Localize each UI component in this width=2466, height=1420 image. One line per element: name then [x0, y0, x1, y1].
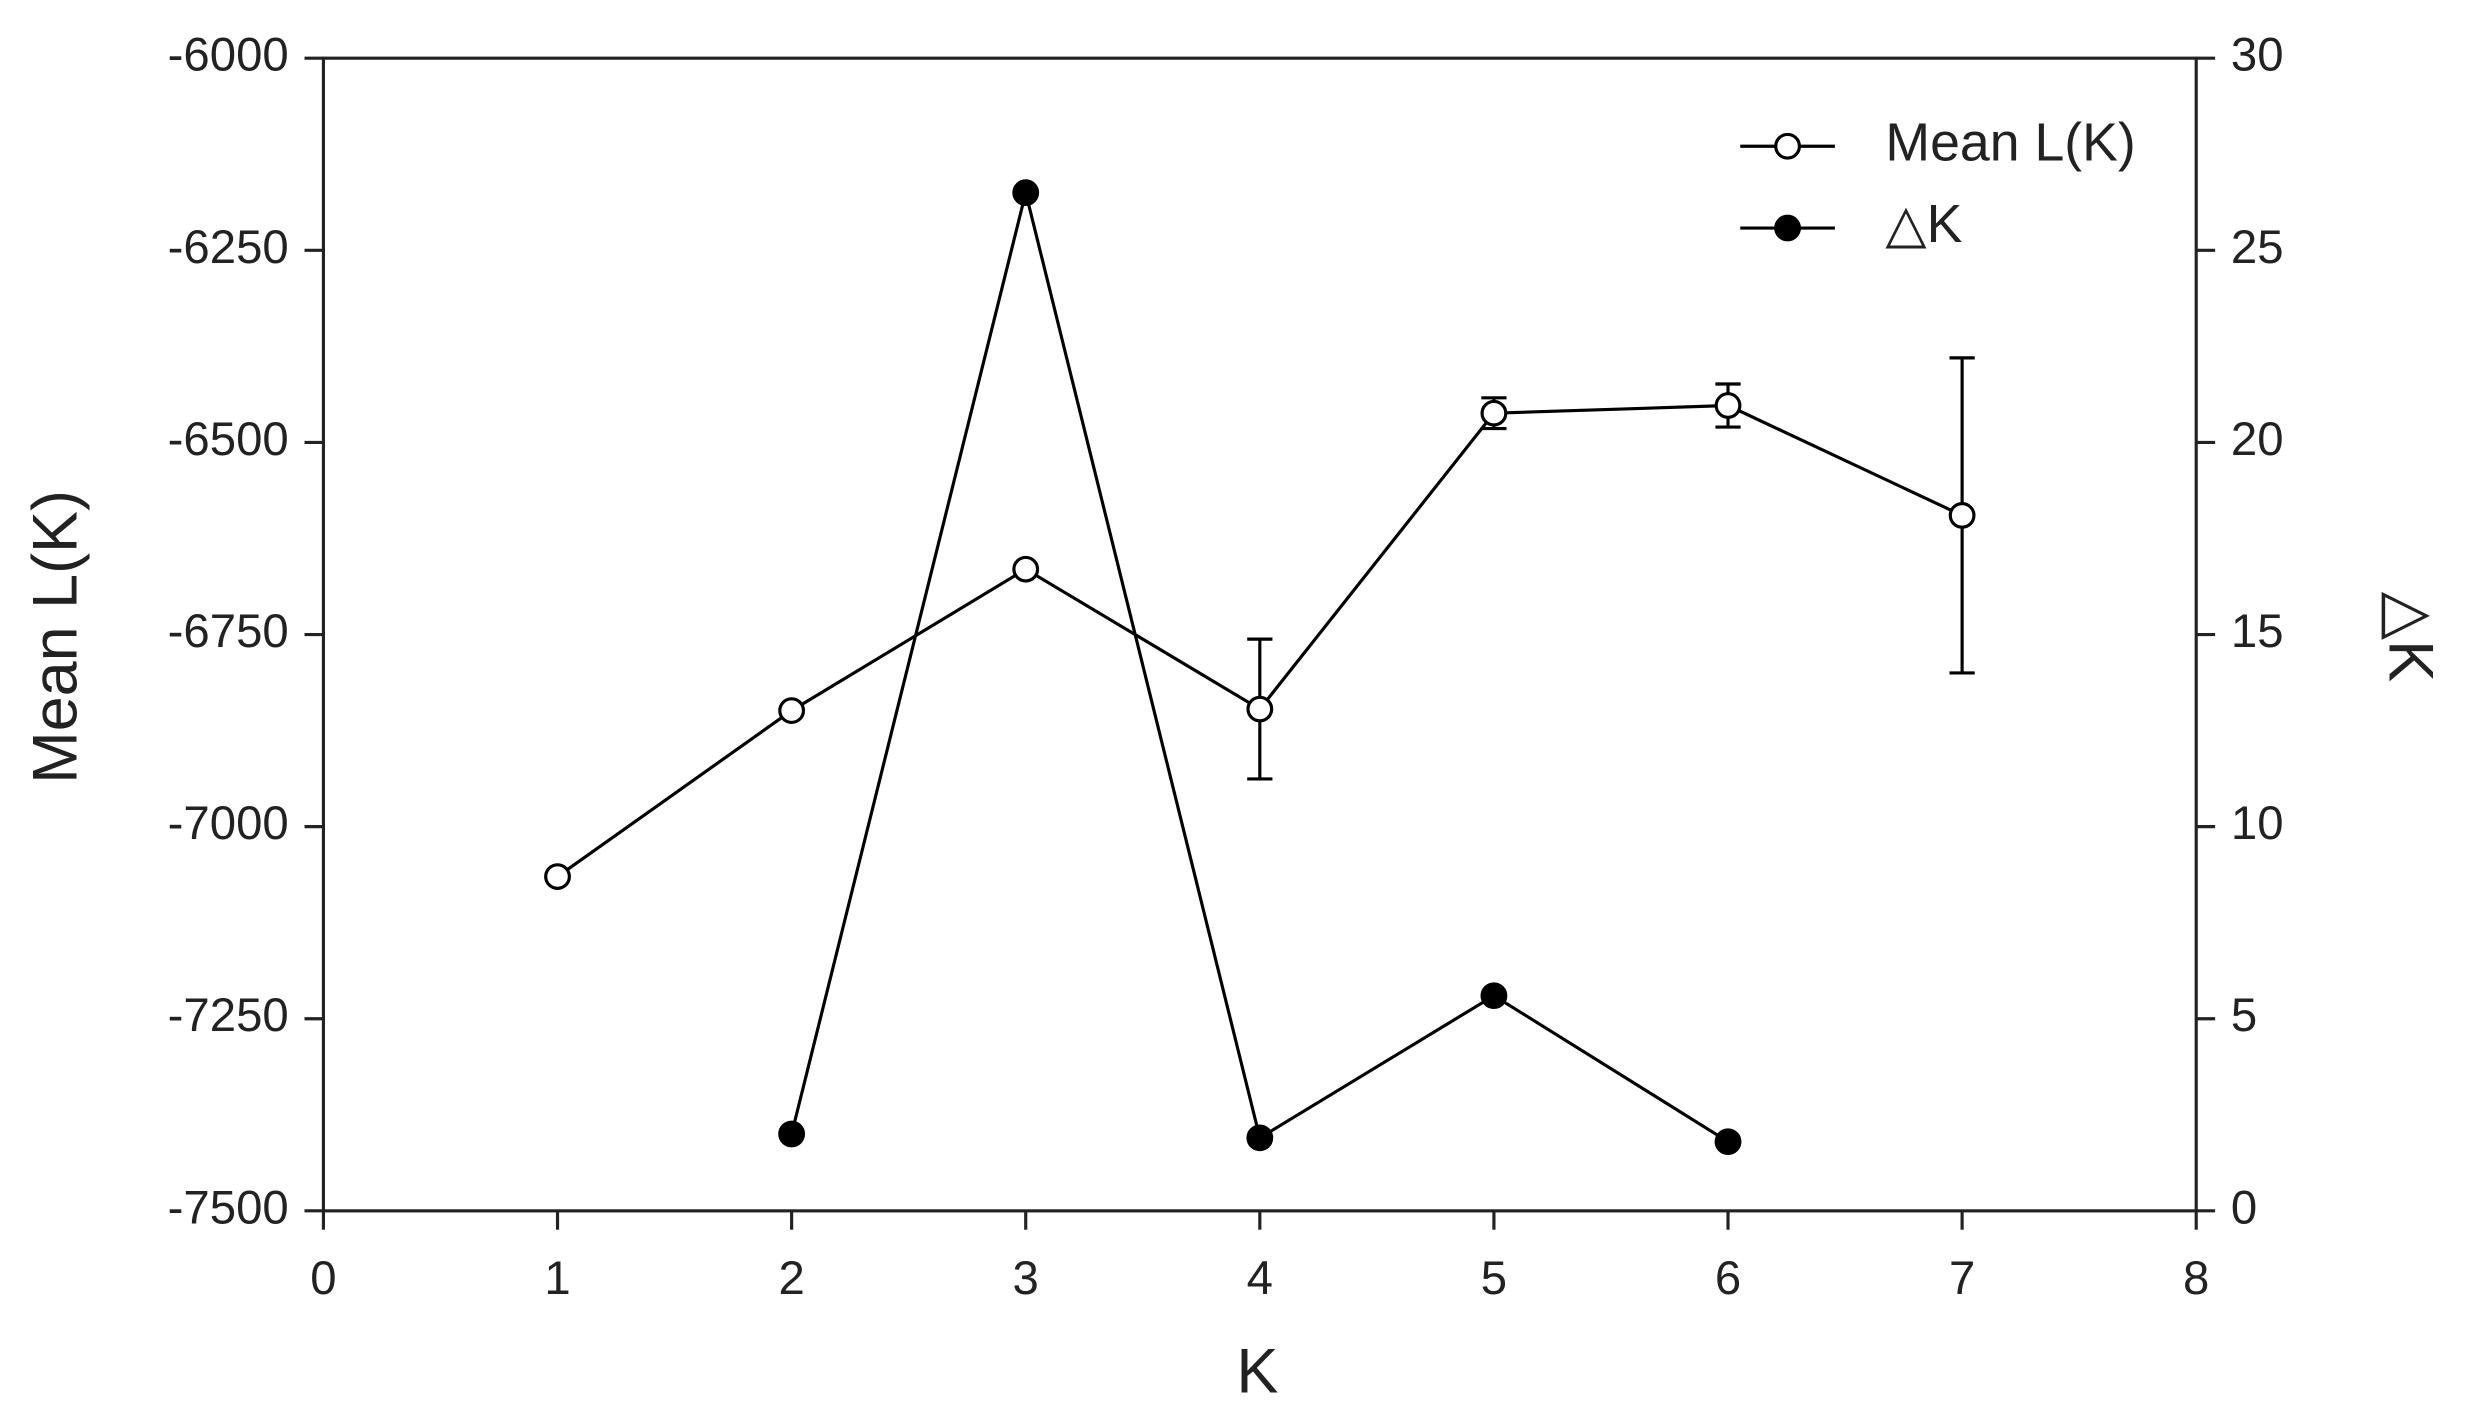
- marker: [1480, 982, 1508, 1010]
- marker: [1246, 695, 1274, 723]
- y2-tick-label: 25: [2231, 221, 2284, 274]
- y2-tick-label: 0: [2231, 1181, 2257, 1234]
- x-tick-label: 1: [544, 1252, 570, 1305]
- marker: [1480, 399, 1508, 427]
- y-tick-label: -6000: [168, 29, 289, 82]
- marker: [1012, 555, 1040, 583]
- x-tick-label: 6: [1715, 1252, 1741, 1305]
- x-tick-label: 4: [1247, 1252, 1273, 1305]
- y-tick-label: -6750: [168, 605, 289, 658]
- x-tick-label: 2: [778, 1252, 804, 1305]
- y-tick-label: -6250: [168, 221, 289, 274]
- y2-tick-label: 5: [2231, 989, 2257, 1042]
- y-tick-label: -7500: [168, 1181, 289, 1234]
- marker: [1714, 1128, 1742, 1156]
- y-tick-label: -7000: [168, 797, 289, 850]
- y2-tick-label: 20: [2231, 413, 2284, 466]
- marker: [1714, 392, 1742, 419]
- y-axis-label: Mean L(K): [21, 490, 91, 784]
- y-tick-label: -7250: [168, 989, 289, 1042]
- legend-label: Mean L(K): [1885, 113, 2135, 172]
- y2-axis-label: △K: [2375, 592, 2445, 682]
- y2-tick-label: 15: [2231, 605, 2284, 658]
- y2-tick-label: 30: [2231, 29, 2284, 82]
- marker: [778, 697, 806, 724]
- y-tick-label: -6500: [168, 413, 289, 466]
- marker: [544, 863, 571, 890]
- legend-marker: [1774, 214, 1801, 242]
- legend-marker: [1774, 132, 1801, 160]
- marker: [1246, 1124, 1274, 1152]
- x-tick-label: 5: [1481, 1252, 1507, 1305]
- x-axis-label: K: [1236, 1337, 1278, 1407]
- y2-tick-label: 10: [2231, 797, 2284, 850]
- marker: [1948, 502, 1976, 529]
- x-tick-label: 0: [310, 1252, 336, 1305]
- marker: [778, 1120, 806, 1148]
- legend-label: △K: [1885, 195, 1962, 254]
- x-tick-label: 7: [1949, 1252, 1975, 1305]
- x-tick-label: 8: [2183, 1252, 2209, 1305]
- marker: [1012, 179, 1040, 207]
- x-tick-label: 3: [1013, 1252, 1039, 1305]
